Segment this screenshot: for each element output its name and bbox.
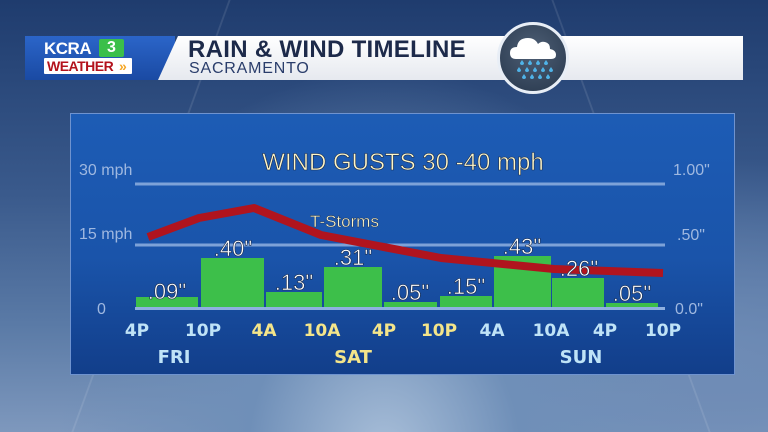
chart-panel: 30 mph 15 mph 0 1.00" .50" 0.0" WIND GUS… xyxy=(70,113,735,375)
header-bar: KCRA 3 WEATHER » RAIN & WIND TIMELINE SA… xyxy=(25,36,743,80)
cloud-rain-svg xyxy=(510,38,556,79)
bar xyxy=(552,278,604,308)
time-label: 10P xyxy=(645,321,681,341)
title-box: RAIN & WIND TIMELINE SACRAMENTO xyxy=(158,36,743,80)
time-label: 4P xyxy=(125,321,149,341)
weather-badge: WEATHER xyxy=(44,58,132,74)
wind-gust-line xyxy=(146,204,664,277)
station-name: KCRA xyxy=(44,39,92,58)
location-subtitle: SACRAMENTO xyxy=(189,60,310,77)
right-axis-label-1: 1.00" xyxy=(673,162,710,179)
bar-value: .09" xyxy=(148,279,186,304)
bar xyxy=(606,303,658,308)
time-label: 10P xyxy=(421,321,457,341)
bar-value: .15" xyxy=(447,274,485,299)
left-axis-label-0: 0 xyxy=(97,301,106,318)
bar xyxy=(266,292,322,308)
time-label: 10P xyxy=(185,321,221,341)
time-label: 10A xyxy=(533,321,571,341)
bar-value-labels: .09" .40" .13" .31" .05" .15" .43" .26" … xyxy=(147,234,651,307)
bar-value: .43" xyxy=(503,234,541,259)
right-axis-label-0: 0.0" xyxy=(675,301,703,318)
bar xyxy=(440,296,492,308)
bar-value: .05" xyxy=(613,281,651,306)
rain-bars xyxy=(136,256,658,308)
bar xyxy=(201,258,264,308)
cloud-rain-icon xyxy=(497,22,569,94)
tstorms-annotation: T-Storms xyxy=(310,212,379,231)
bar-value: .40" xyxy=(214,236,252,261)
day-axis: FRI SAT SUN xyxy=(158,347,603,368)
day-label-sat: SAT xyxy=(334,347,372,368)
channel-number: 3 xyxy=(99,39,124,57)
left-axis-label-30: 30 mph xyxy=(79,162,132,179)
right-axis-label-050: .50" xyxy=(677,227,705,244)
weather-label: WEATHER xyxy=(47,58,114,74)
time-label: 4P xyxy=(593,321,617,341)
day-label-fri: FRI xyxy=(158,347,191,368)
bar xyxy=(384,302,437,308)
time-label: 10A xyxy=(304,321,342,341)
left-axis-label-15: 15 mph xyxy=(79,226,132,243)
rain-wind-chart: 30 mph 15 mph 0 1.00" .50" 0.0" WIND GUS… xyxy=(79,149,710,368)
page-title: RAIN & WIND TIMELINE xyxy=(188,36,466,63)
chart-headline: WIND GUSTS 30 -40 mph xyxy=(262,149,543,176)
time-label: 4P xyxy=(372,321,396,341)
bar-value: .05" xyxy=(391,280,429,305)
time-axis: 4P 10P 4A 10A 4P 10P 4A 10A 4P 10P xyxy=(125,321,681,341)
time-label: 4A xyxy=(252,321,278,341)
bar xyxy=(324,267,382,308)
bar xyxy=(136,297,198,308)
station-logo: KCRA 3 WEATHER » xyxy=(25,36,175,80)
bar-value: .13" xyxy=(275,270,313,295)
bar-value: .31" xyxy=(334,245,372,270)
bar-value: .26" xyxy=(560,256,598,281)
day-label-sun: SUN xyxy=(560,347,603,368)
time-label: 4A xyxy=(480,321,506,341)
chevrons-icon: » xyxy=(119,58,127,74)
